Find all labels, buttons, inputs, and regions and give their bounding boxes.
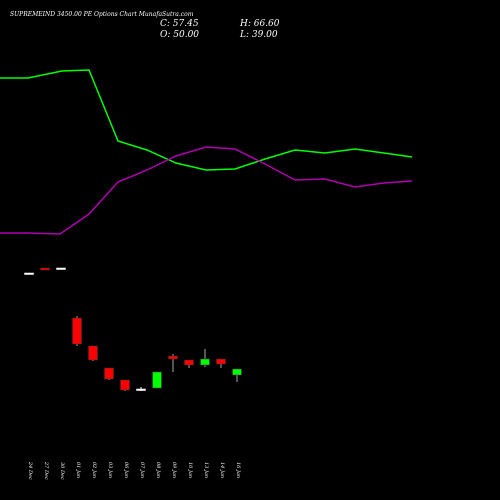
candle [152, 371, 162, 389]
candle-body [40, 267, 50, 271]
candle-body [88, 345, 98, 361]
candle-body [200, 358, 210, 366]
candle-body [104, 367, 114, 380]
x-axis-ticks: 24 Dec 27 Dec 30 Dec 01 Jan 02 Jan 03 Jan 06 J… [27, 461, 241, 480]
candle-body [72, 317, 82, 345]
x-tick-label: 13 Jan [203, 462, 209, 478]
x-tick-label: 10 Jan [187, 462, 193, 478]
candles [24, 267, 242, 391]
candle [120, 379, 130, 391]
x-tick-label: 16 Jan [235, 462, 241, 478]
candle-body [120, 379, 130, 391]
x-tick-label: 08 Jan [155, 462, 161, 478]
candle [88, 345, 98, 361]
open-readout: O: 50.00 [160, 30, 199, 40]
candle-body [24, 272, 34, 275]
candle-body [232, 368, 242, 376]
x-tick-label: 06 Jan [123, 462, 129, 478]
candle [184, 359, 194, 368]
candle [232, 368, 242, 382]
x-tick-label: 14 Jan [219, 462, 225, 478]
x-tick-label: 09 Jan [171, 462, 177, 478]
high-readout: H: 66.60 [239, 19, 280, 29]
candle-body [152, 371, 162, 389]
x-tick-label: 03 Jan [107, 462, 113, 478]
candle [24, 272, 34, 275]
chart-title: SUPREMEIND 3450.00 PE Options Chart Muna… [10, 11, 194, 18]
candle-body [184, 359, 194, 366]
low-readout: L: 39.00 [239, 30, 278, 40]
x-tick-label: 30 Dec [59, 462, 65, 480]
x-tick-label: 02 Jan [91, 462, 97, 478]
candle [216, 358, 226, 368]
overlay-line-1 [0, 69, 413, 171]
overlay-lines [0, 69, 413, 235]
candle [56, 267, 66, 270]
x-tick-label: 24 Dec [27, 461, 33, 480]
x-tick-label: 01 Jan [75, 462, 81, 478]
candle-body [56, 267, 66, 270]
candle [136, 387, 146, 391]
candle [168, 354, 178, 372]
candle [72, 316, 82, 346]
candle [200, 349, 210, 367]
overlay-line-2 [0, 146, 413, 235]
candle [104, 367, 114, 380]
candle-body [136, 388, 146, 391]
candle [40, 267, 50, 271]
candle-body [216, 358, 226, 365]
candle-body [168, 355, 178, 360]
x-tick-label: 07 Jan [139, 462, 145, 478]
close-readout: C: 57.45 [160, 19, 199, 29]
x-tick-label: 27 Dec [43, 461, 49, 480]
